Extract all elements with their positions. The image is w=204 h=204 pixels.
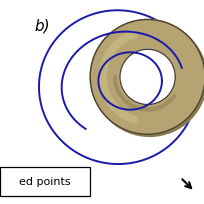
Text: b): b) (35, 18, 50, 33)
Text: ed points: ed points (19, 177, 71, 186)
Circle shape (121, 52, 176, 107)
Circle shape (90, 20, 204, 135)
Circle shape (119, 50, 174, 105)
Circle shape (92, 22, 204, 137)
FancyBboxPatch shape (0, 167, 90, 196)
